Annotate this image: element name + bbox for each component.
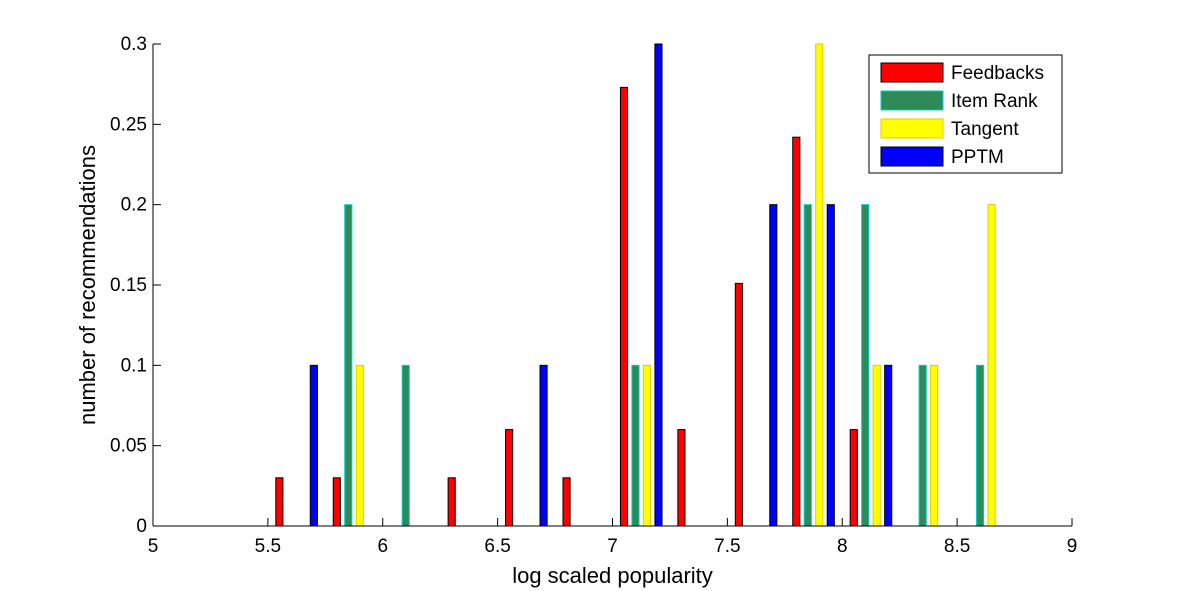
bar-feedbacks-12 [849, 429, 858, 527]
y-tick-label: 0.2 [121, 195, 147, 216]
bar-item-rank-12 [861, 204, 870, 527]
bar-item-rank-3 [344, 204, 353, 527]
bar-feedbacks-3 [332, 477, 341, 527]
y-tick-label: 0 [136, 516, 147, 537]
bar-pptm-8 [654, 43, 663, 527]
bar-tangent-3 [355, 364, 364, 527]
bar-feedbacks-6 [505, 429, 514, 527]
bar-tangent-11 [815, 43, 824, 527]
bar-tangent-12 [872, 364, 881, 527]
y-tick-label: 0.3 [121, 34, 147, 55]
legend-label: Tangent [951, 119, 1019, 140]
bar-pptm-12 [884, 364, 893, 527]
legend-swatch [880, 90, 944, 111]
x-tick-label: 5 [148, 536, 159, 557]
bar-pptm-2 [309, 364, 318, 527]
bar-tangent-14 [987, 204, 996, 527]
bar-item-rank-11 [803, 204, 812, 527]
bar-item-rank-14 [976, 364, 985, 527]
bar-feedbacks-10 [734, 282, 743, 527]
legend-label: Item Rank [951, 91, 1038, 112]
bar-pptm-10 [769, 204, 778, 527]
bar-feedbacks-2 [275, 477, 284, 527]
y-tick-label: 0.25 [110, 114, 147, 135]
y-axis-label: number of recommendations [75, 145, 100, 425]
x-tick-label: 8.5 [944, 536, 970, 557]
bar-item-rank-4 [401, 364, 410, 527]
bar-tangent-8 [642, 364, 652, 527]
y-tick-label: 0.1 [121, 355, 147, 376]
bar-item-rank-13 [918, 364, 927, 527]
legend-label: Feedbacks [951, 63, 1044, 84]
bar-feedbacks-9 [677, 429, 686, 527]
x-tick-label: 5.5 [255, 536, 281, 557]
bar-pptm-11 [826, 204, 835, 527]
bar-tangent-13 [930, 364, 939, 527]
x-tick-label: 6 [377, 536, 388, 557]
legend-swatch [880, 146, 944, 167]
y-tick-label: 0.05 [110, 436, 147, 457]
ticks-layer: 5 5.5 6 6.5 7 7.5 8 8.5 9 0 0.05 0.1 0.15 0.2 0.25 0.3 [110, 34, 1077, 557]
bar-feedbacks-11 [792, 136, 801, 527]
x-tick-label: 8 [837, 536, 848, 557]
bars-layer [275, 43, 996, 527]
bar-pptm-6 [539, 364, 548, 527]
y-tick-label: 0.15 [110, 275, 147, 296]
x-tick-label: 7 [607, 536, 618, 557]
bar-feedbacks-8 [619, 86, 629, 527]
legend-swatch [880, 118, 944, 139]
bar-item-rank-8 [631, 364, 640, 527]
bar-feedbacks-5 [447, 477, 456, 527]
legend-swatch [880, 62, 944, 83]
bar-feedbacks-7 [562, 477, 571, 527]
x-tick-label: 6.5 [484, 536, 510, 557]
legend: Feedbacks Item Rank Tangent PPTM [868, 54, 1063, 174]
x-tick-label: 7.5 [714, 536, 740, 557]
x-tick-label: 9 [1067, 536, 1078, 557]
legend-label: PPTM [951, 147, 1004, 168]
x-axis-label: log scaled popularity [512, 563, 713, 588]
